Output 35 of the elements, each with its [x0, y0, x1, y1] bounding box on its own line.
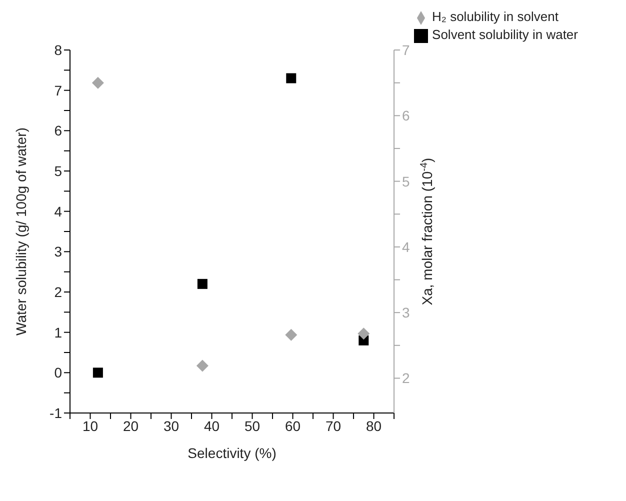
y-tick-label: 5 — [54, 162, 62, 179]
point — [197, 278, 208, 289]
x-tick-label: 20 — [122, 418, 139, 434]
y-tick-label: -1 — [50, 404, 62, 421]
y-tick-label: 3 — [54, 244, 62, 260]
y-tick-label: 0 — [54, 364, 62, 381]
point — [92, 76, 104, 89]
point — [196, 360, 208, 372]
y-tick-label: 2 — [54, 284, 62, 300]
legend-label: H₂ solubility in solvent — [432, 9, 558, 24]
x-tick-label: 50 — [244, 418, 260, 434]
x-axis-title: Selectivity (%) — [188, 445, 276, 461]
y-axis-title: Water solubility (g/ 100g of water) — [13, 127, 29, 336]
y2-tick-label: 3 — [402, 304, 410, 321]
y-tick-label: 4 — [54, 203, 62, 220]
y-tick-label: 1 — [54, 324, 62, 340]
y2-tick-label: 5 — [402, 173, 410, 190]
x-tick-label: 60 — [284, 418, 301, 434]
x-tick-label: 80 — [366, 418, 382, 434]
x-tick-label: 10 — [82, 418, 98, 434]
y-tick-label: 7 — [54, 82, 62, 98]
y2-tick-label: 2 — [402, 370, 410, 386]
y-tick-label: 6 — [54, 122, 62, 139]
point — [92, 368, 103, 378]
point — [358, 328, 370, 340]
y2-tick-label: 6 — [402, 108, 410, 124]
y2-tick-label: 4 — [402, 238, 410, 255]
x-tick-label: 30 — [163, 418, 180, 434]
y2-tick-label: 7 — [402, 42, 410, 58]
y-tick-label: 8 — [54, 42, 62, 58]
x-tick-label: 70 — [325, 418, 342, 434]
x-tick-label: 40 — [204, 418, 220, 434]
point — [286, 73, 296, 84]
point — [285, 328, 298, 341]
legend-label: Solvent solubility in water — [432, 27, 578, 42]
